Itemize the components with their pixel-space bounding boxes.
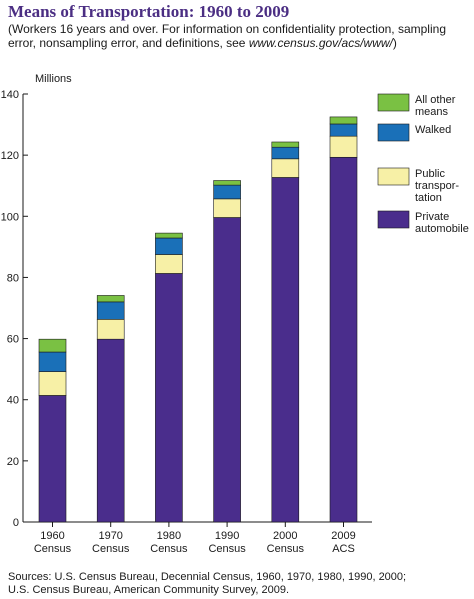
legend-label: automobile [415,223,469,235]
bar-segment [329,123,358,137]
legend-label: Public [415,168,445,180]
y-tick-label: 120 [1,150,19,162]
bar-segment [96,338,125,523]
y-tick-label: 140 [1,89,19,101]
y-tick-label: 0 [13,517,19,529]
bar-segment [271,177,300,523]
legend-swatch [377,93,410,112]
y-tick-label: 20 [7,456,19,468]
x-tick-label: Census [92,543,130,555]
bar-segment [271,158,300,178]
y-tick-label: 40 [7,395,19,407]
bar-segment [213,198,241,218]
stacked-bar-chart: Millions0204060801001201401960Census1970… [1,73,469,555]
bar-segment [213,184,241,200]
x-tick-label: 1990 [215,530,239,542]
x-tick-label: ACS [332,543,355,555]
y-tick-label: 80 [7,272,19,284]
x-tick-label: 2000 [273,530,297,542]
x-tick-label: Census [150,543,188,555]
source-line-2: U.S. Census Bureau, American Community S… [8,584,290,596]
y-axis-label: Millions [35,73,72,85]
chart-title: Means of Transportation: 1960 to 2009 [8,2,290,21]
bar-segment [38,351,67,372]
y-tick-label: 100 [1,211,19,223]
legend-swatch [377,210,410,229]
subtitle-text: (Workers 16 years and over. For informat… [8,22,446,50]
x-tick-label: Census [208,543,246,555]
bar-segment [96,319,125,340]
legend-swatch [377,123,410,142]
bar-segment [38,395,67,523]
bar-segment [155,254,183,274]
bar-segment [213,180,241,186]
bar-segment [38,371,67,396]
legend-label: Walked [415,124,451,136]
legend-swatch [377,167,410,186]
x-tick-label: 2009 [331,530,355,542]
legend-label: All other [415,94,456,106]
bar-segment [96,301,125,320]
x-tick-label: 1970 [98,530,122,542]
source-line-1: Sources: U.S. Census Bureau, Decennial C… [8,571,407,583]
bar-segment [329,156,358,523]
x-tick-label: 1960 [40,530,64,542]
x-tick-label: Census [34,543,72,555]
source-note: Sources: U.S. Census Bureau, Decennial C… [8,571,468,597]
bar-segment [155,232,183,239]
x-tick-label: Census [267,543,305,555]
y-tick-label: 60 [7,334,19,346]
bar-segment [96,295,125,303]
legend-label: tation [415,192,442,204]
x-tick-label: 1980 [157,530,181,542]
bar-segment [329,135,358,158]
bar-segment [155,273,183,523]
subtitle-close: ) [392,36,397,50]
bar-segment [213,217,241,523]
chart-subtitle: (Workers 16 years and over. For informat… [8,22,468,50]
bar-segment [38,338,67,353]
bar-segment [271,141,300,148]
subtitle-url: www.census.gov/acs/www/ [248,36,393,50]
legend-label: Private [415,211,449,223]
legend-label: means [415,106,449,118]
bar-segment [329,116,358,125]
bar-segment [271,146,300,160]
bar-segment [155,237,183,255]
legend-label: transpor- [415,180,459,192]
